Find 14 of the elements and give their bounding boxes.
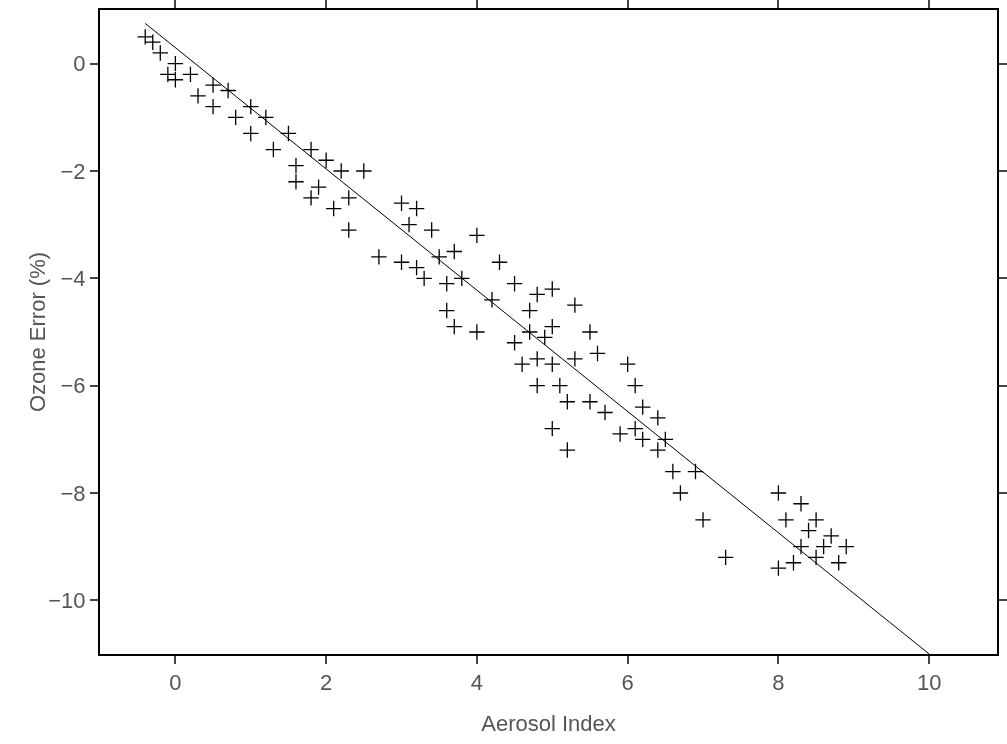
x-tick-label: 2 bbox=[320, 670, 333, 696]
y-axis-title: Ozone Error (%) bbox=[25, 251, 50, 413]
y-tick-label: −8 bbox=[60, 480, 86, 506]
y-tick-label: −4 bbox=[60, 266, 86, 292]
y-tick-label: 0 bbox=[73, 51, 86, 77]
x-tick-label: 8 bbox=[772, 670, 785, 696]
y-tick-label: −2 bbox=[60, 158, 86, 184]
x-tick-label: 4 bbox=[470, 670, 484, 696]
x-tick-label: 0 bbox=[169, 670, 182, 696]
x-tick-label: 10 bbox=[916, 670, 942, 696]
y-tick-label: −10 bbox=[48, 588, 86, 614]
x-tick-label: 6 bbox=[621, 670, 634, 696]
y-tick-label: −6 bbox=[60, 373, 86, 399]
x-axis-title: Aerosol Index bbox=[481, 711, 616, 736]
